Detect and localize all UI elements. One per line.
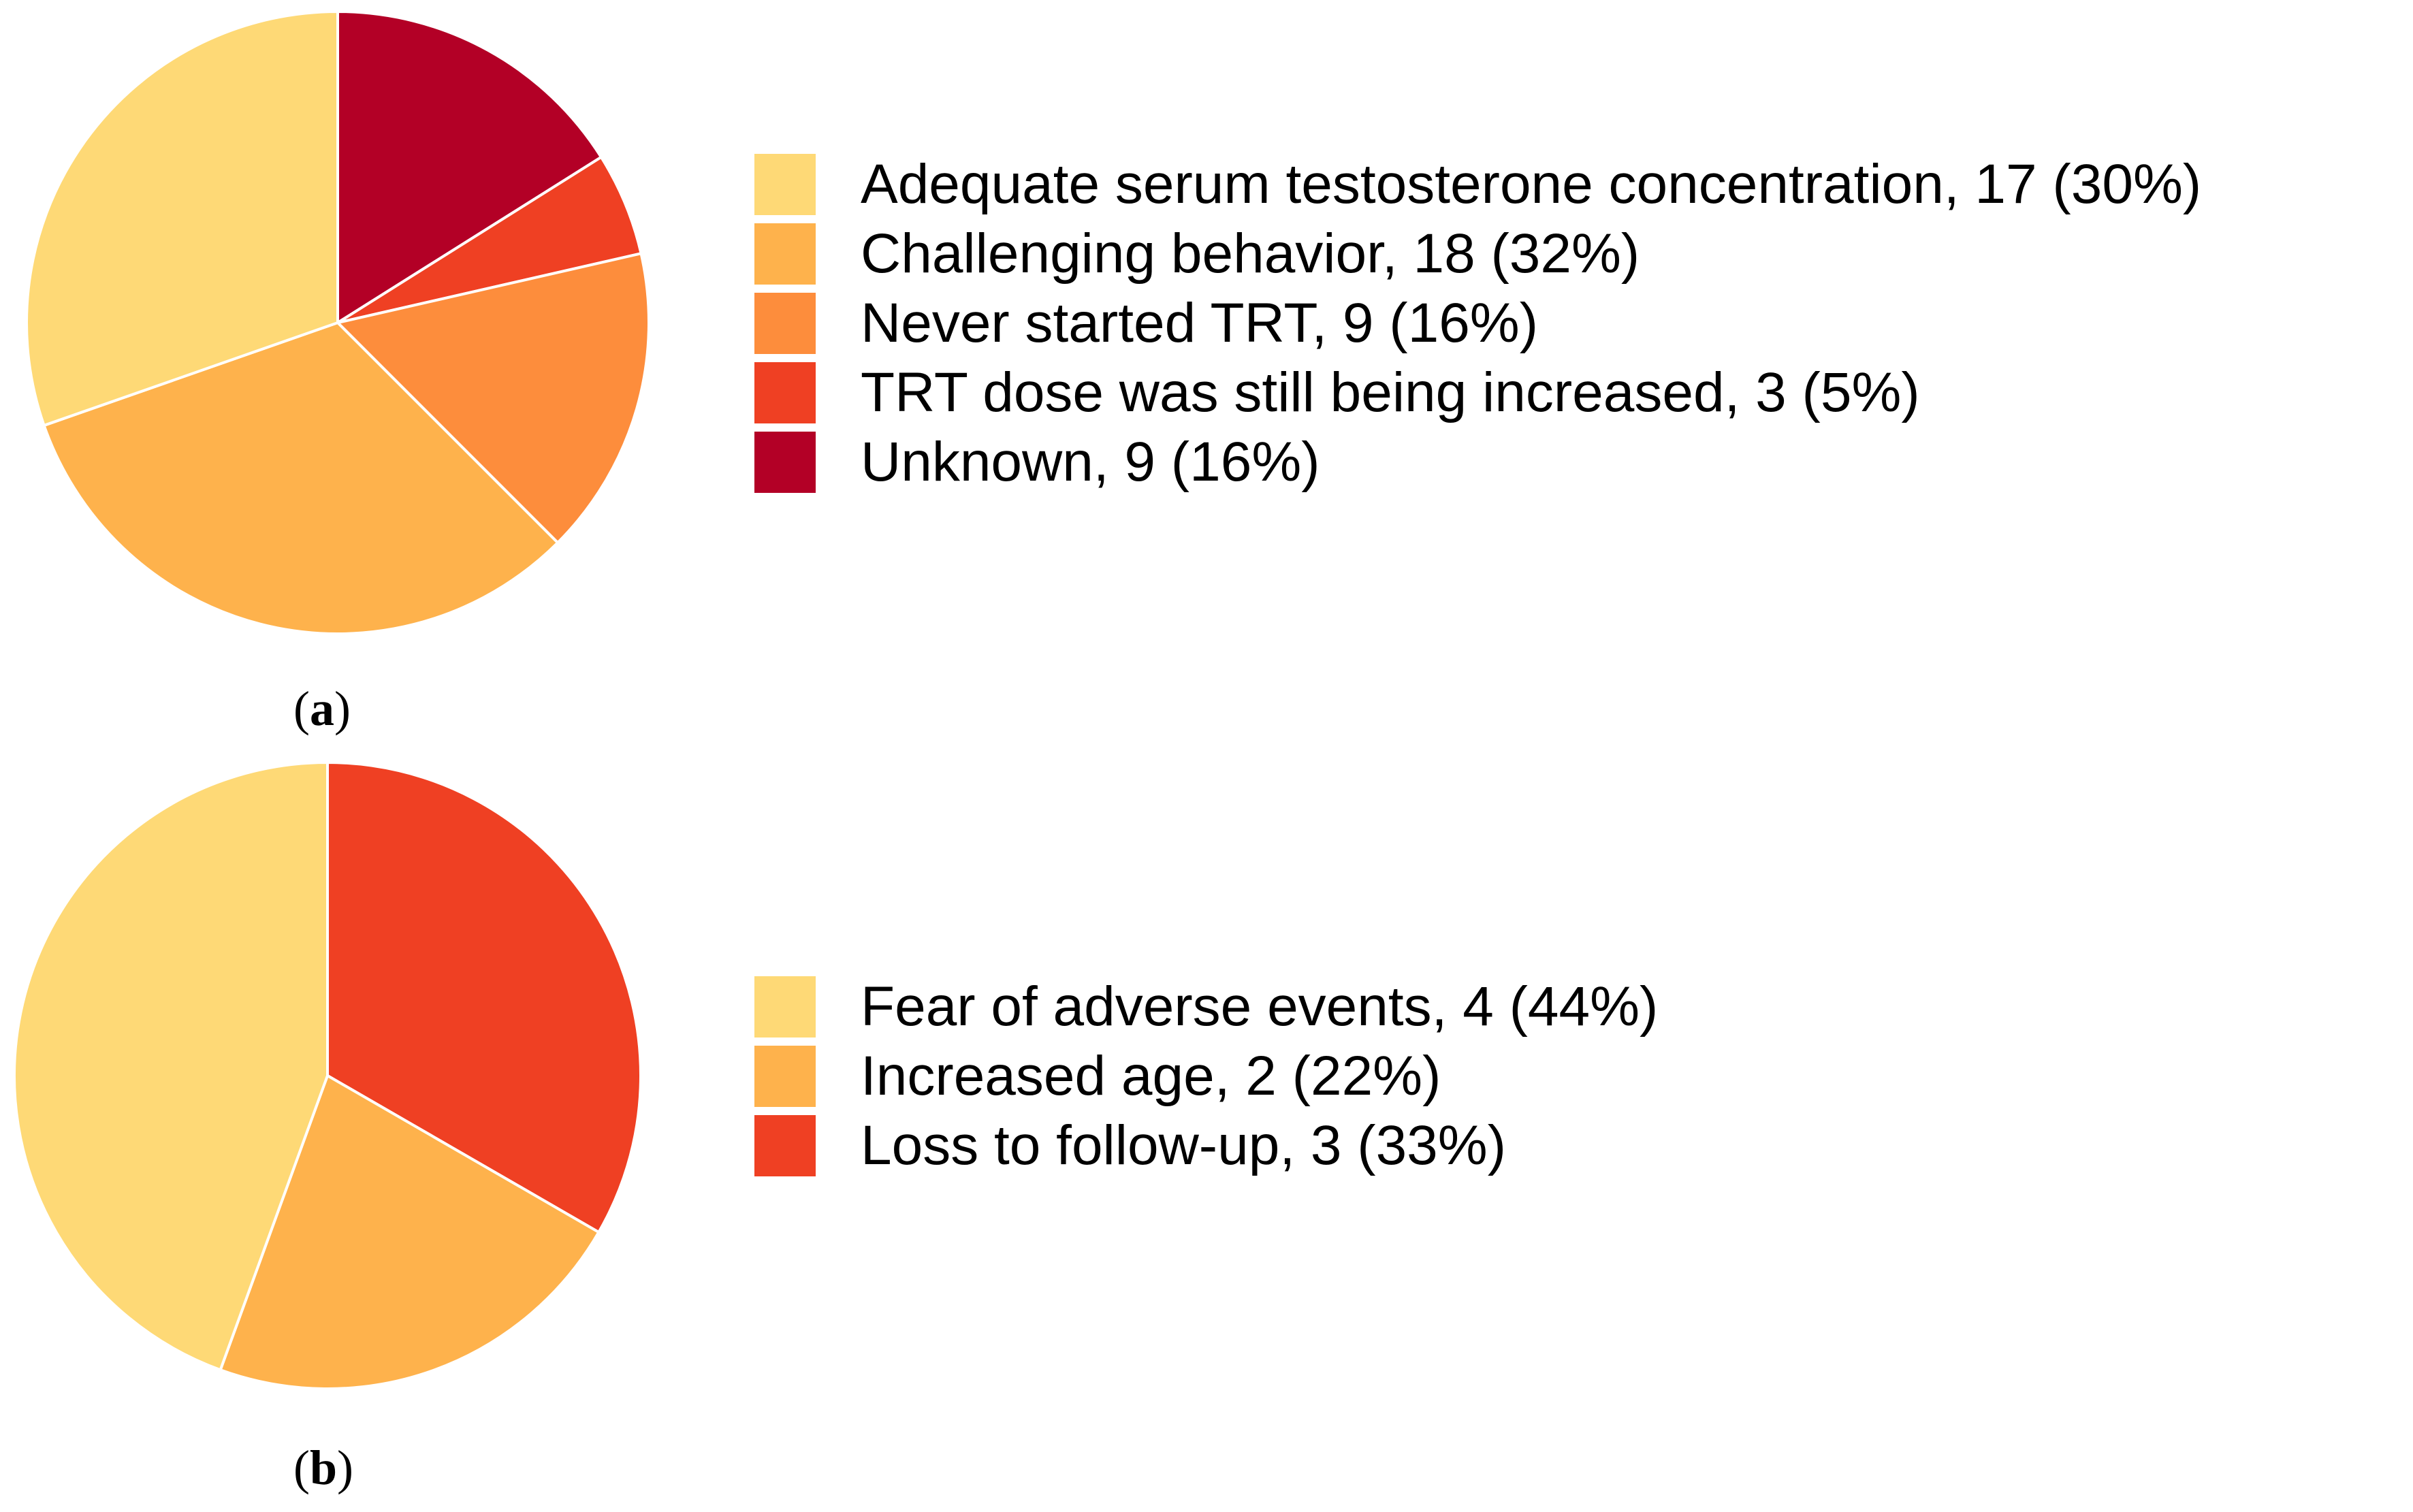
legend-item-a: Unknown, 9 (16%) bbox=[754, 428, 2201, 497]
pie-slice-a-adequate-serum-testosterone-concentration bbox=[25, 10, 339, 427]
legend-label: Adequate serum testosterone concentratio… bbox=[861, 153, 2202, 215]
legend-swatch bbox=[754, 293, 816, 354]
pie-chart-b bbox=[13, 761, 642, 1391]
pie-slice-b-loss-to-follow-up bbox=[326, 761, 642, 1234]
pie-slice-a-challenging-behavior bbox=[42, 321, 560, 635]
legend-label: Never started TRT, 9 (16%) bbox=[861, 292, 1539, 354]
legend-label: Unknown, 9 (16%) bbox=[861, 431, 1320, 493]
legend-item-b: Loss to follow-up, 3 (33%) bbox=[754, 1111, 1658, 1180]
legend-swatch bbox=[754, 362, 816, 423]
pie-slice-a-trt-dose-was-still-being-increased bbox=[336, 155, 643, 324]
pie-slice-b-increased-age bbox=[219, 1074, 601, 1391]
pie-slice-a-unknown bbox=[336, 10, 603, 324]
legend-b: Fear of adverse events, 4 (44%) Increased… bbox=[754, 972, 1658, 1180]
pie-slice-a-never-started-trt bbox=[336, 252, 650, 545]
legend-item-a: Never started TRT, 9 (16%) bbox=[754, 289, 2201, 358]
pie-slice-b-fear-of-adverse-events bbox=[13, 761, 329, 1372]
legend-item-a: Challenging behavior, 18 (32%) bbox=[754, 219, 2201, 289]
legend-label: Increased age, 2 (22%) bbox=[861, 1045, 1441, 1107]
legend-item-b: Increased age, 2 (22%) bbox=[754, 1042, 1658, 1111]
panel-label-a: (a) bbox=[293, 681, 351, 736]
legend-swatch bbox=[754, 432, 816, 493]
legend-item-a: Adequate serum testosterone concentratio… bbox=[754, 150, 2201, 219]
legend-label: Fear of adverse events, 4 (44%) bbox=[861, 976, 1659, 1038]
legend-swatch bbox=[754, 223, 816, 285]
legend-item-a: TRT dose was still being increased, 3 (5… bbox=[754, 358, 2201, 428]
panel-label-b: (b) bbox=[293, 1441, 354, 1495]
legend-a: Adequate serum testosterone concentratio… bbox=[754, 150, 2201, 497]
legend-swatch bbox=[754, 154, 816, 215]
legend-swatch bbox=[754, 1046, 816, 1107]
legend-item-b: Fear of adverse events, 4 (44%) bbox=[754, 972, 1658, 1042]
legend-label: Challenging behavior, 18 (32%) bbox=[861, 223, 1640, 285]
legend-swatch bbox=[754, 976, 816, 1038]
legend-label: TRT dose was still being increased, 3 (5… bbox=[861, 361, 1920, 423]
legend-label: Loss to follow-up, 3 (33%) bbox=[861, 1114, 1507, 1176]
legend-swatch bbox=[754, 1115, 816, 1176]
pie-chart-a bbox=[25, 10, 650, 635]
